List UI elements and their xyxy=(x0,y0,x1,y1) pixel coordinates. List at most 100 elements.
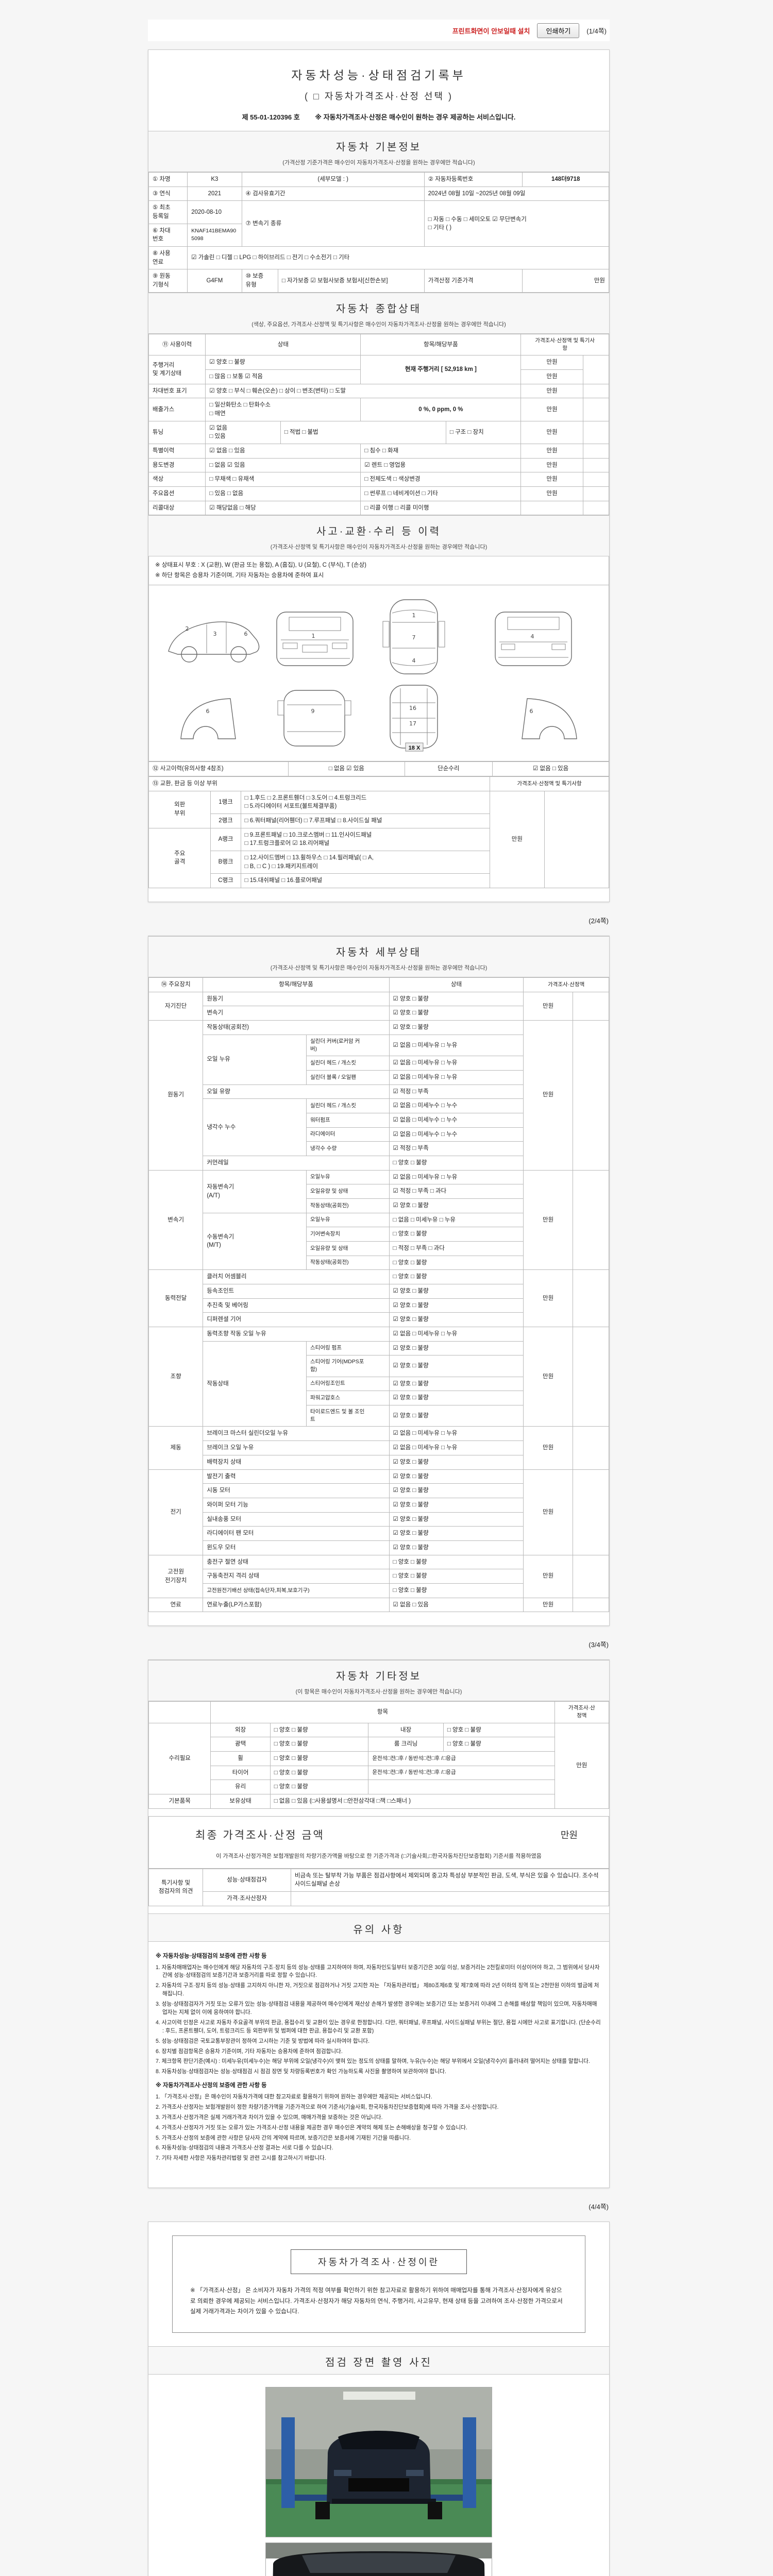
section-etc-info: 자동차 기타정보 (이 항목은 매수인이 자동차가격조사·산정을 원하는 경우에… xyxy=(148,1660,609,1702)
cell: ☑ 양호 □ 불량 xyxy=(389,991,524,1007)
cell: ☑ 없음 □ 미세누수 □ 누수 xyxy=(389,1127,524,1142)
cell xyxy=(572,1469,610,1555)
cell: □ 1.후드 □ 2.프론트휀더 □ 3.도어 □ 4.트렁크리드 □ 5.라디… xyxy=(240,790,491,815)
print-button[interactable]: 인쇄하기 xyxy=(537,23,580,38)
cell: 단순수리 xyxy=(404,761,493,776)
cell: 만원 xyxy=(523,1426,573,1470)
cell xyxy=(582,457,610,473)
cell xyxy=(572,991,610,1021)
cell: ☑ 양호 □ 불량 xyxy=(389,1454,524,1470)
cell: ☑ 적정 □ 부족 xyxy=(389,1084,524,1099)
cell: 고전원 전기장치 xyxy=(148,1554,204,1598)
cell: 휠 xyxy=(210,1751,271,1766)
state-code-notes: ※ 상태표시 부호 : X (교환), W (판금 또는 용접), A (흠집)… xyxy=(148,556,609,586)
cell: □ 침수 □ 화재 xyxy=(360,443,522,459)
cell: 연료 xyxy=(148,1597,204,1613)
cell: 유리 xyxy=(210,1780,271,1795)
cell: 만원 xyxy=(523,991,573,1021)
note-item: 4. 사고이력 인정은 사고로 자동차 주요골격 부위의 판금, 용접수리 및 … xyxy=(156,2019,601,2034)
cell: □ 적정 □ 부족 □ 과다 xyxy=(389,1241,524,1256)
note-item: 8. 자동차성능·상태점검자는 성능·상태점검 시 점검 장면 및 차량등록번호… xyxy=(156,2069,446,2075)
section-title: 자동차 종합상태 xyxy=(335,303,422,315)
cell: 만원 xyxy=(522,269,609,293)
cell xyxy=(582,420,610,444)
cell: ☑ 양호 □ 불량 xyxy=(389,1512,524,1527)
page-3: 자동차 기타정보 (이 항목은 매수인이 자동차가격조사·산정을 원하는 경우에… xyxy=(148,1659,610,2189)
cell: 기본품목 xyxy=(148,1794,211,1809)
cell xyxy=(368,1780,555,1795)
cell: 광택 xyxy=(210,1737,271,1752)
cell: 보유상태 xyxy=(210,1794,271,1809)
diagram-part-number: 16 xyxy=(409,705,416,711)
basic-info-table: ① 차명 K3 (세부모델 : ) ② 자동차등록번호 148더9718 ③ 연식 2021… xyxy=(148,172,610,293)
cell: ☑ 없음 □ 있음 xyxy=(205,443,361,459)
cell: K3 xyxy=(187,172,242,187)
cell: 냉각수 수량 xyxy=(306,1141,390,1156)
print-install-notice: 프린트화면이 안보일때 설치 xyxy=(452,27,530,35)
notice-group-2: 1. 「가격조사·산정」은 매수인이 자동차가격에 대한 참고자료로 활용하기 … xyxy=(156,2093,602,2163)
cell xyxy=(290,1891,610,1906)
cell: □ 12.사이드멤버 □ 13.휠하우스 □ 14.필러패널( □ A, □ B… xyxy=(240,851,491,874)
cell: ☑ 양호 □ 부식 □ 훼손(오손) □ 상이 □ 변조(변타) □ 도말 xyxy=(205,383,522,399)
note-item: 7. 기타 자세한 사항은 자동차관리법령 및 관련 고시를 참고하시기 바랍니… xyxy=(156,2155,326,2162)
section-title: 점검 장면 촬영 사진 xyxy=(325,2357,432,2369)
service-note: ※ 자동차가격조사·산정은 매수인이 원하는 경우 제공하는 서비스입니다. xyxy=(315,113,516,121)
cell: ☑ 없음 □ 있음 xyxy=(389,1597,524,1613)
cell xyxy=(148,1701,211,1723)
cell: □ 6.쿼터패널(리어휀더) □ 7.루프패널 □ 8.사이드실 패널 xyxy=(240,814,491,828)
cell: ☑ 양호 □ 불량 xyxy=(389,1405,524,1427)
cell: ☑ 가솔린 □ 디젤 □ LPG □ 하이브리드 □ 전기 □ 수소전기 □ 기… xyxy=(187,246,609,270)
cell: □ 많음 □ 보통 ☑ 적음 xyxy=(205,369,361,384)
cell: 오일유량 및 상태 xyxy=(306,1184,390,1199)
notice-group-heading: ※ 자동차가격조사·산정의 보증에 관한 사항 등 xyxy=(156,2082,267,2089)
print-toolbar: 프린트화면이 안보일때 설치 인쇄하기 (1/4쪽) xyxy=(148,20,610,41)
cell: ☑ 양호 □ 불량 xyxy=(389,1376,524,1392)
cell: 파워고압호스 xyxy=(306,1391,390,1406)
cell: □ 자동 □ 수동 □ 세미오토 ☑ 무단변속기 □ 기타 ( ) xyxy=(424,200,610,247)
price-info-box: 자동차가격조사·산정이란 ※ 「가격조사·산정」 은 소비자가 자동차 가격의 … xyxy=(172,2235,585,2333)
cell: ⑪ 사용이력 xyxy=(148,333,206,356)
doc-title: 자동차성능·상태점검기록부 xyxy=(291,69,466,82)
cell: 2랭크 xyxy=(210,814,241,828)
cell: 원동기 xyxy=(203,991,390,1007)
cell: ☑ 렌트 □ 영업용 xyxy=(360,457,522,473)
section-title: 자동차 세부상태 xyxy=(335,947,422,959)
overall-state-table: ⑪ 사용이력 상태 항목/해당부품 가격조사·산정액 및 특기사 항 주행거리 및 계기… xyxy=(148,333,610,516)
section-subtitle: (색상, 주요옵션, 가격조사·산정액 및 특기사항은 매수인이 자동차가격조사… xyxy=(251,321,506,328)
cell: 만원 xyxy=(520,369,583,384)
cell: 오일유량 및 상태 xyxy=(306,1241,390,1256)
cell: 배출가스 xyxy=(148,398,206,421)
section-overall-state: 자동차 종합상태 (색상, 주요옵션, 가격조사·산정액 및 특기사항은 매수인… xyxy=(148,292,609,334)
cell: ☑ 양호 □ 불량 xyxy=(205,355,361,370)
diagram-part-number: 1 xyxy=(312,633,315,639)
cell: 워터펌프 xyxy=(306,1112,390,1128)
cell: 상태 xyxy=(389,977,524,992)
cell: 만원 xyxy=(523,1326,573,1427)
cell: 변속기 xyxy=(148,1170,204,1270)
cell: 와이퍼 모터 기능 xyxy=(203,1497,390,1513)
cell: 차대번호 표기 xyxy=(148,383,206,399)
cell: 수리필요 xyxy=(148,1722,211,1795)
cell: ⑭ 주요장치 xyxy=(148,977,204,992)
cell: 운전석□전□후 / 동반석□전□후 /□응급 xyxy=(368,1751,555,1766)
cell: □ 없음 □ 미세누유 □ 누유 xyxy=(389,1212,524,1228)
cell xyxy=(572,1554,610,1598)
cell: ☑ 양호 □ 불량 xyxy=(389,1283,524,1299)
cell: □ 양호 □ 불량 xyxy=(443,1737,555,1752)
note-item: 3. 가격조사·산정가격은 실제 거래가격과 차이가 있을 수 있으며, 매매가… xyxy=(156,2114,383,2121)
cell: 주행거리 및 계기상태 xyxy=(148,355,206,384)
section-subtitle: (가격조사·산정액 및 특기사항은 매수인이 자동차가격조사·산정을 원하는 경… xyxy=(270,965,488,972)
cell: 148더9718 xyxy=(522,172,609,187)
note-item: 4. 가격조사·산정자가 거짓 또는 오류가 있는 가격조사·산정 내용을 제공… xyxy=(156,2124,467,2131)
cell: 가격조사·산정액 및 특기사항 xyxy=(490,776,609,791)
title-block: 자동차성능·상태점검기록부 ( □ 자동차가격조사·산정 선택 ) 제 55-0… xyxy=(148,50,609,131)
car-damage-diagram: 18 X 2 3 6 1 1 7 4 4 6 9 16 17 6 xyxy=(148,585,609,762)
cell: 만원 xyxy=(523,1469,573,1555)
cell: 가격조사·산 정액 xyxy=(554,1701,610,1723)
cell: 타이로드엔드 및 볼 조인 트 xyxy=(306,1405,390,1427)
inspection-photos: 166머1055 xyxy=(148,2375,609,2576)
diagram-part-number: 7 xyxy=(412,634,416,641)
doc-number: 제 55-01-120396 호 xyxy=(242,113,300,121)
cell: ☑ 적정 □ 부족 xyxy=(389,1141,524,1156)
cell: 윈도우 모터 xyxy=(203,1540,390,1555)
